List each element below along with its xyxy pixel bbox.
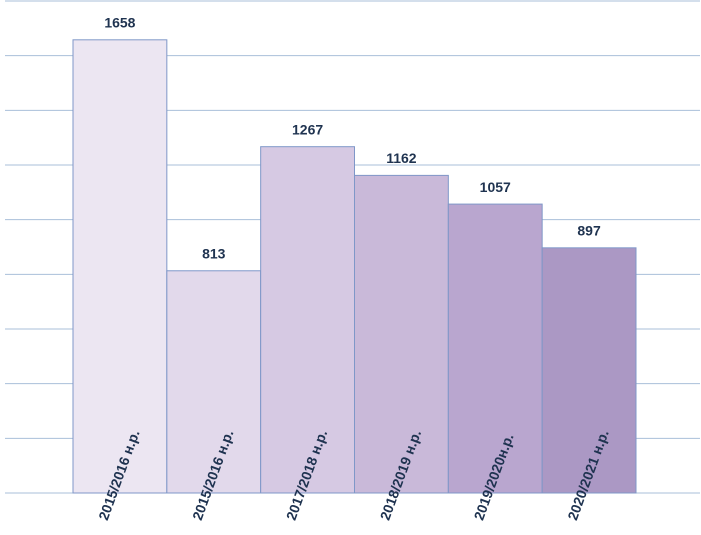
value-label: 897 (577, 223, 601, 239)
value-label: 1267 (292, 121, 323, 137)
bar (354, 174, 449, 494)
bar (260, 146, 355, 494)
bar (72, 39, 168, 494)
value-label: 1057 (480, 179, 511, 195)
value-label: 1162 (386, 150, 417, 166)
bar (166, 270, 262, 494)
bar (541, 247, 637, 494)
bar (447, 203, 543, 494)
value-label: 813 (202, 245, 226, 261)
value-label: 1658 (104, 15, 135, 31)
